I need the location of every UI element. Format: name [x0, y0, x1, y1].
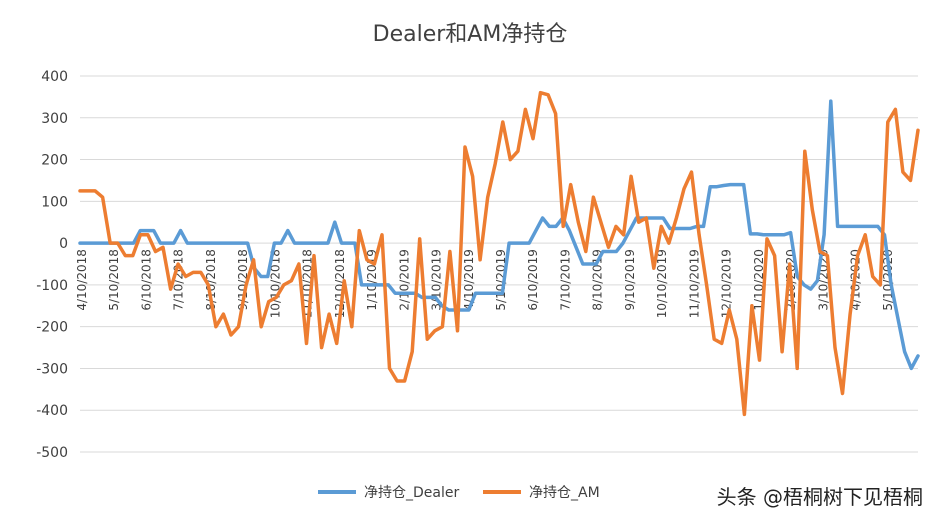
watermark: 头条 @梧桐树下见梧桐 [716, 485, 923, 509]
x-tick-label: 6/10/2019 [526, 249, 540, 311]
x-tick-label: 2/10/2019 [397, 249, 411, 311]
legend-label-1: 净持仓_AM [529, 485, 600, 501]
x-tick-label: 4/10/2018 [75, 249, 89, 311]
x-tick-label: 5/10/2020 [881, 249, 895, 311]
series-line-1 [78, 90, 920, 417]
y-tick-label: 200 [41, 153, 68, 169]
x-tick-label: 9/10/2019 [623, 249, 637, 311]
y-tick-label: -300 [36, 361, 68, 377]
series-lines [78, 90, 920, 417]
x-tick-label: 10/10/2019 [655, 249, 669, 318]
y-tick-label: -100 [36, 278, 68, 294]
y-tick-label: -200 [36, 320, 68, 336]
legend: 净持仓_Dealer 净持仓_AM [318, 485, 600, 501]
x-axis-ticks: 4/10/2018 5/10/2018 6/10/2018 7/10/2018 8/10… [75, 249, 895, 318]
y-tick-label: 0 [59, 236, 68, 252]
x-tick-label: 5/10/2018 [107, 249, 121, 311]
gridlines [80, 75, 918, 453]
x-tick-label: 4/10/2019 [462, 249, 476, 311]
x-tick-label: 8/10/2018 [204, 249, 218, 311]
y-tick-label: -500 [36, 445, 68, 461]
y-tick-label: 300 [41, 111, 68, 127]
watermark-background [673, 476, 933, 516]
x-tick-label: 7/10/2018 [172, 249, 186, 311]
x-tick-label: 7/10/2019 [558, 249, 572, 311]
chart-title: Dealer和AM净持仓 [373, 22, 568, 47]
y-tick-label: 400 [41, 69, 68, 85]
y-tick-label: -400 [36, 403, 68, 419]
x-tick-label: 3/10/2019 [430, 249, 444, 311]
legend-label-0: 净持仓_Dealer [364, 485, 459, 501]
y-axis-ticks: 400 300 200 100 0 -100 -200 -300 -400 -500 [36, 69, 68, 461]
x-tick-label: 12/10/2019 [720, 249, 734, 318]
y-tick-label: 100 [41, 194, 68, 210]
x-tick-label: 9/10/2018 [236, 249, 250, 311]
x-tick-label: 11/10/2019 [687, 249, 701, 318]
x-tick-label: 6/10/2018 [139, 249, 153, 311]
series-line-0 [78, 99, 920, 371]
